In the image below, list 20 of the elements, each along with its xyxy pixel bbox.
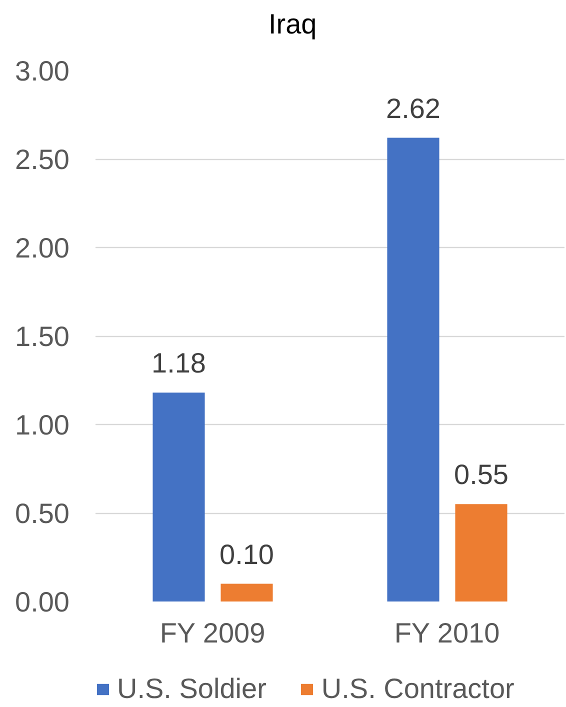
bar [152, 392, 205, 602]
y-tick-label: 2.50 [15, 144, 70, 175]
data-label: 1.18 [152, 348, 206, 379]
x-tick-label: FY 2009 [160, 618, 266, 648]
legend-label: U.S. Soldier [117, 673, 266, 705]
bar [455, 504, 508, 602]
x-tick-label: FY 2010 [394, 618, 500, 648]
legend-label: U.S. Contractor [321, 673, 514, 705]
bar [387, 138, 440, 602]
y-tick-label: 3.00 [15, 56, 70, 86]
y-tick-label: 0.50 [15, 498, 70, 529]
data-label: 0.10 [220, 538, 274, 570]
y-tick-label: 0.00 [15, 586, 70, 618]
y-tick-label: 1.50 [15, 321, 70, 352]
y-tick-label: 2.00 [15, 232, 70, 264]
bar [220, 584, 273, 602]
data-label: 0.55 [454, 459, 509, 490]
chart-title: Iraq [268, 8, 317, 40]
y-tick-label: 1.00 [15, 410, 70, 440]
data-label: 2.62 [386, 92, 440, 124]
